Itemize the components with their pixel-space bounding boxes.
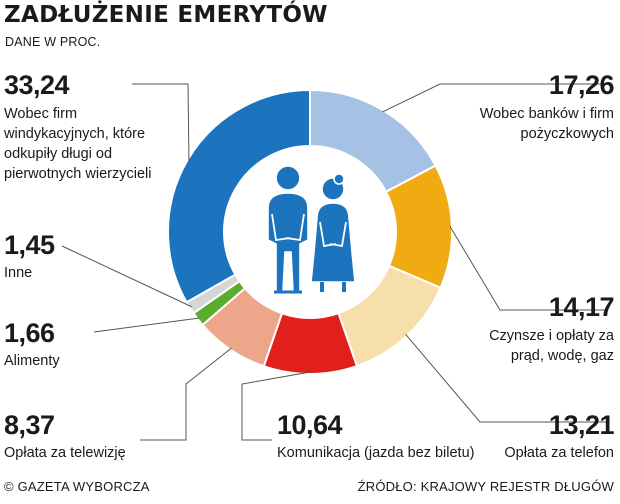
category-label-czynsze: Czynsze i opłaty za prąd, wodę, gaz bbox=[489, 328, 614, 364]
footer-source: ŹRÓDŁO: KRAJOWY REJESTR DŁUGÓW bbox=[357, 479, 614, 494]
value-label-telefon: 13,21 bbox=[548, 410, 615, 440]
category-label-telewizja: Opłata za telewizję bbox=[4, 445, 126, 461]
category-label-alimenty: Alimenty bbox=[4, 353, 60, 369]
value-label-alimenty: 1,66 bbox=[4, 318, 55, 348]
leader-line-telewizja bbox=[140, 347, 232, 441]
chart-subtitle: DANE W PROC. bbox=[5, 35, 101, 49]
value-label-telewizja: 8,37 bbox=[4, 410, 55, 440]
leader-line-alimenty bbox=[93, 317, 200, 333]
leader-line-banki bbox=[382, 83, 608, 113]
value-label-windykacja: 33,24 bbox=[4, 70, 70, 100]
leader-line-inne bbox=[61, 245, 192, 308]
value-label-komunikacja: 10,64 bbox=[277, 410, 343, 440]
donut-slice-windykacja bbox=[167, 88, 311, 304]
category-label-komunikacja: Komunikacja (jazda bez biletu) bbox=[277, 445, 475, 461]
category-label-windykacja: Wobec firm windykacyjnych, które odkupił… bbox=[4, 106, 152, 182]
leader-line-windykacja bbox=[132, 83, 190, 162]
value-label-czynsze: 14,17 bbox=[548, 292, 615, 322]
leader-line-czynsze bbox=[449, 225, 608, 311]
leader-line-telefon bbox=[405, 333, 608, 423]
leader-line-komunikacja bbox=[241, 371, 311, 441]
category-label-banki: Wobec banków i firm pożyczkowych bbox=[479, 106, 614, 142]
value-label-inne: 1,45 bbox=[4, 230, 55, 260]
category-label-telefon: Opłata za telefon bbox=[504, 445, 614, 461]
elderly-couple-icon bbox=[267, 165, 356, 294]
value-label-banki: 17,26 bbox=[548, 70, 615, 100]
category-label-inne: Inne bbox=[4, 265, 33, 281]
chart-title: ZADŁUŻENIE EMERYTÓW bbox=[4, 2, 328, 28]
footer-copyright: © GAZETA WYBORCZA bbox=[4, 479, 150, 494]
